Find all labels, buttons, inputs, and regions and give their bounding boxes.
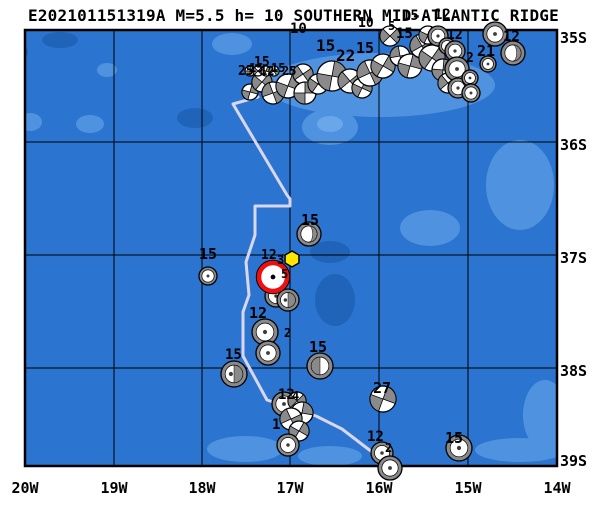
count-label: 10 — [358, 16, 374, 31]
count-label: 12 — [260, 64, 274, 78]
focal-mechanism-beachball — [276, 433, 300, 457]
ridge-axis-line — [231, 95, 387, 466]
focal-mechanism-beachball — [306, 352, 334, 380]
x-tick-19w: 19W — [100, 479, 128, 497]
count-label: 2 — [284, 326, 291, 340]
focal-mechanism-beachball — [500, 40, 526, 66]
count-label: 5 — [281, 267, 288, 281]
count-label: 15 — [225, 347, 242, 363]
count-label: 1 — [272, 417, 280, 433]
x-tick-14w: 14W — [543, 479, 571, 497]
count-label: 15 — [254, 55, 270, 70]
event-marker-hexagon — [284, 250, 300, 268]
count-label: 2 — [385, 441, 392, 455]
focal-mechanism-beachball — [296, 221, 322, 247]
x-tick-17w: 17W — [276, 479, 304, 497]
y-tick-37s: 37S — [560, 249, 587, 267]
x-tick-18w: 18W — [188, 479, 216, 497]
count-label: 12 — [434, 7, 451, 23]
focal-mechanism-beachball — [220, 360, 248, 388]
focal-mechanism-beachball — [377, 455, 403, 481]
focal-mechanism-beachball — [461, 83, 481, 103]
count-label: 25 — [238, 64, 254, 79]
count-label: 15 — [396, 26, 413, 42]
focal-mechanism-beachball — [369, 385, 397, 413]
focal-mechanism-beachball — [479, 55, 497, 73]
y-tick-39s: 39S — [560, 452, 587, 470]
focal-mechanism-beachball — [444, 40, 466, 62]
count-label: 12 — [249, 304, 267, 322]
count-label: 27 — [373, 379, 391, 397]
focal-mechanism-beachball — [268, 65, 280, 77]
y-tick-35s: 35S — [560, 29, 587, 47]
count-label: 2 — [466, 51, 474, 66]
x-tick-15w: 15W — [454, 479, 482, 497]
y-tick-38s: 38S — [560, 362, 587, 380]
beachball-symbols — [198, 21, 526, 481]
main-event-beachball — [255, 259, 291, 295]
count-label: 12 — [278, 387, 295, 403]
focal-mechanism-beachball — [379, 25, 401, 47]
x-tick-16w: 16W — [365, 479, 393, 497]
count-label: 25 — [282, 64, 296, 78]
count-label: 5 — [388, 19, 395, 33]
count-label: 15 — [271, 61, 285, 75]
count-label: 15 — [316, 36, 335, 55]
focal-mechanism-beachball — [198, 266, 218, 286]
count-label: 12 — [503, 29, 520, 45]
event-location-marker — [284, 250, 300, 268]
x-tick-20w: 20W — [11, 479, 39, 497]
focal-mechanism-beachball — [255, 340, 281, 366]
map-frame — [23, 28, 559, 468]
count-label: 15 — [301, 211, 319, 229]
count-label: 15 — [309, 338, 327, 356]
count-label: 21 — [477, 42, 495, 60]
page-title: E202101151319A M=5.5 h= 10 SOUTHERN MID-… — [28, 6, 559, 25]
count-label: 15 — [356, 39, 374, 57]
count-label: 15 — [249, 61, 263, 75]
count-label: 4 — [292, 389, 299, 403]
count-label: 15 — [199, 245, 217, 263]
y-tick-36s: 36S — [560, 136, 587, 154]
count-label: 12 — [261, 248, 277, 263]
count-label: 15 — [445, 429, 463, 447]
count-label: 15 — [402, 8, 419, 24]
count-label: 3 — [277, 253, 284, 267]
count-label: 10 — [290, 21, 307, 37]
focal-mechanism-beachball — [445, 434, 473, 462]
count-label: 12 — [367, 429, 384, 445]
count-label: 22 — [336, 46, 355, 65]
count-label: 12 — [447, 28, 463, 43]
focal-mechanism-beachball — [482, 21, 508, 47]
focal-mechanism-beachball — [276, 288, 300, 312]
